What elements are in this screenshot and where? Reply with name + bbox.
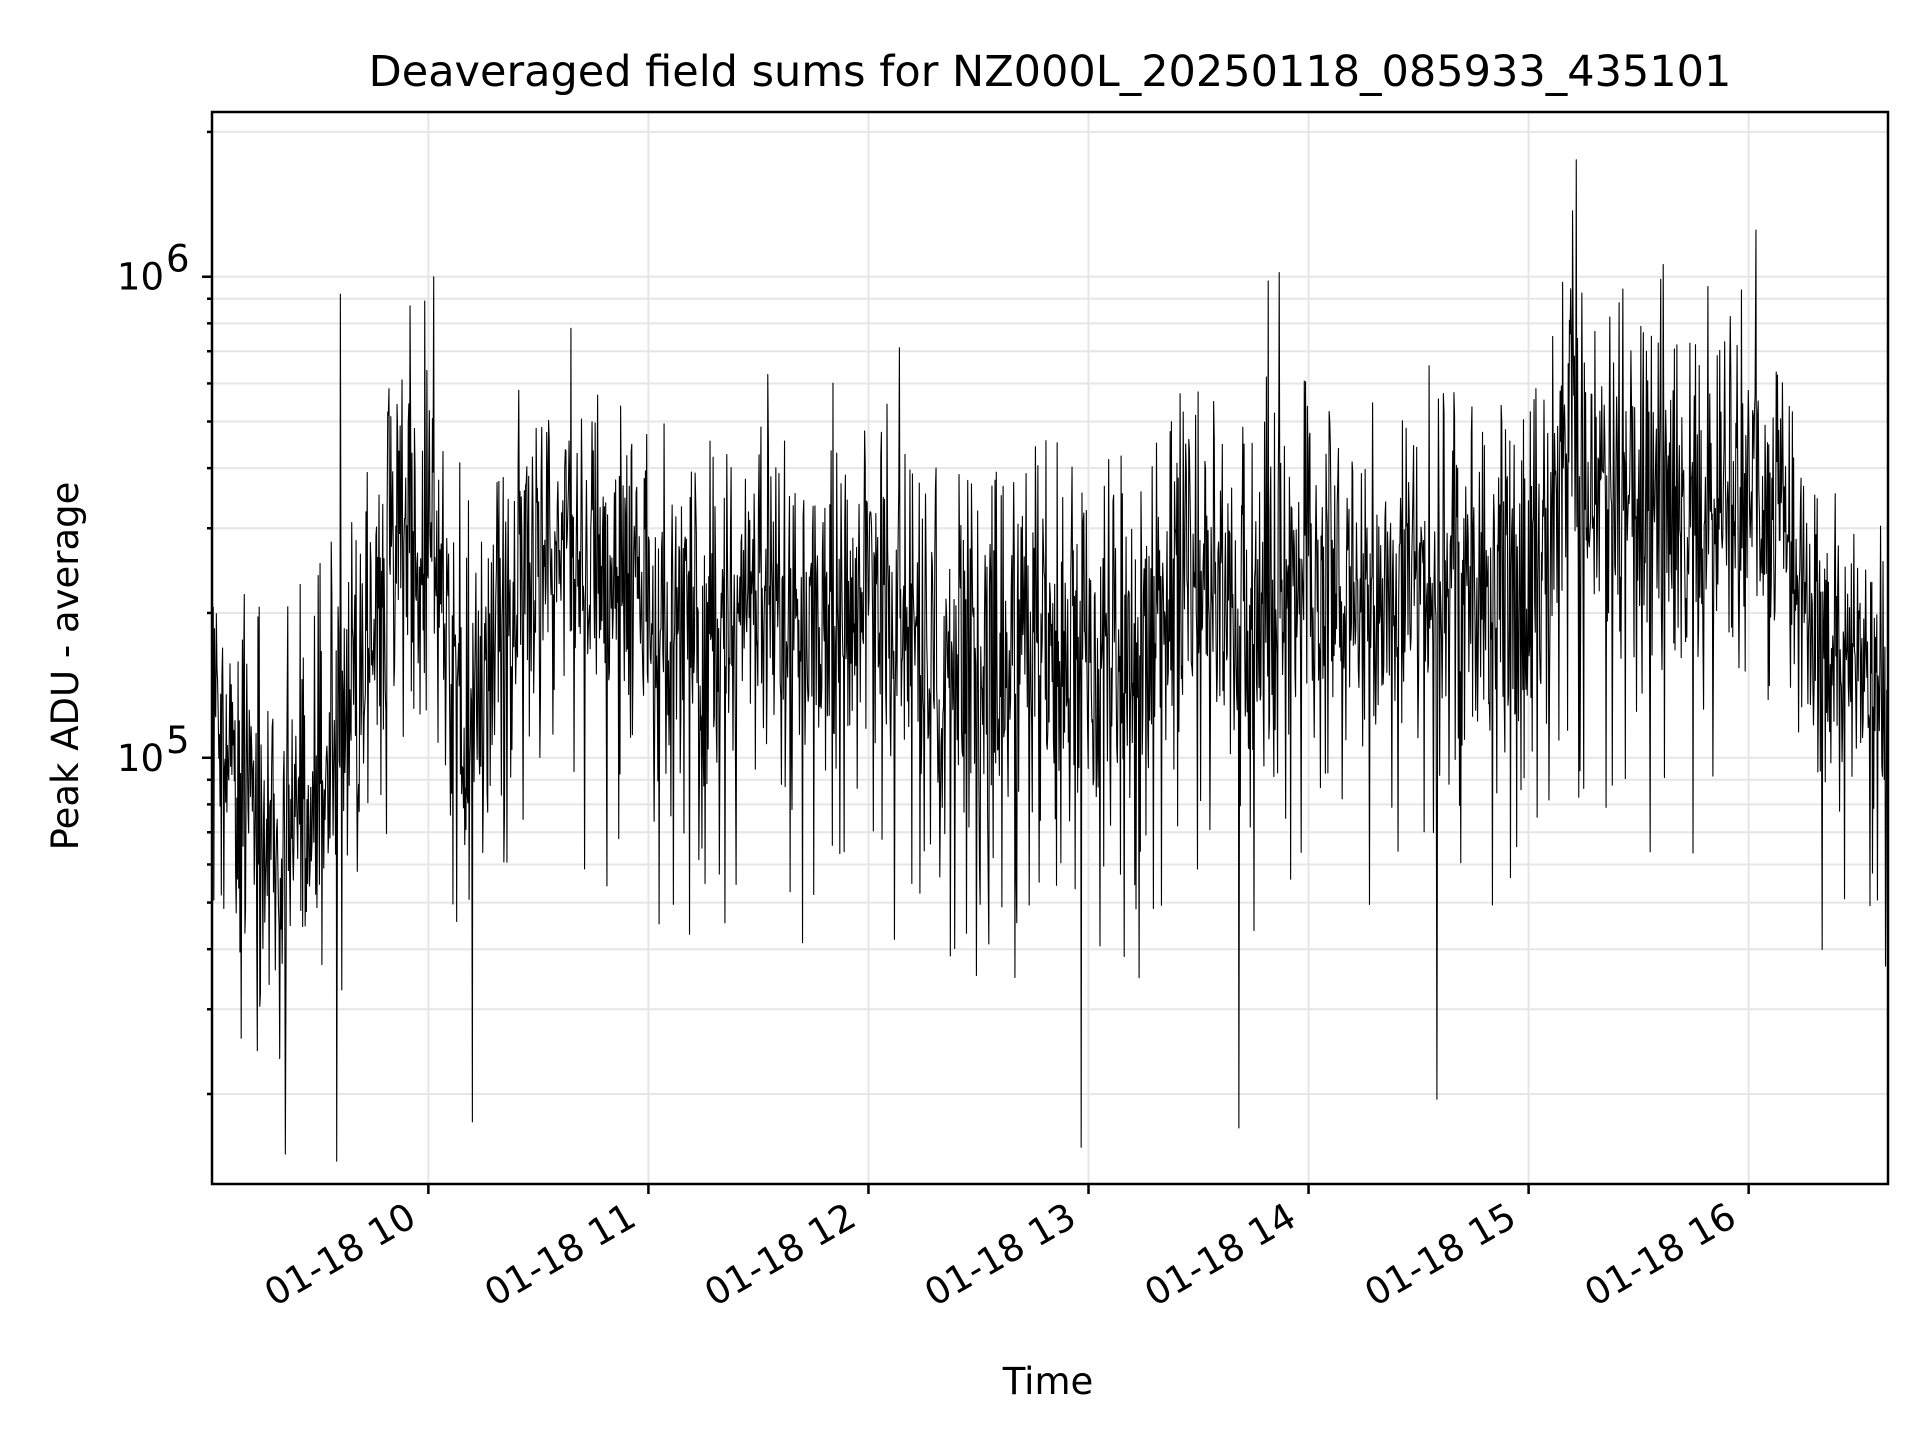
plot-frame xyxy=(210,110,1890,1186)
y-tick-label: 10 xyxy=(117,256,164,299)
y-tick-label-exponent: 6 xyxy=(166,238,190,281)
y-tick-label-exponent: 5 xyxy=(166,719,190,762)
series-line xyxy=(211,159,1889,1162)
y-axis-label: Peak ADU - average xyxy=(44,482,87,851)
data-layer xyxy=(211,159,1889,1162)
chart-title: Deaveraged field sums for NZ000L_2025011… xyxy=(369,47,1732,97)
y-tick-label: 10 xyxy=(117,737,164,780)
x-axis-label: Time xyxy=(1002,1360,1094,1403)
grid-layer xyxy=(212,112,1888,1184)
